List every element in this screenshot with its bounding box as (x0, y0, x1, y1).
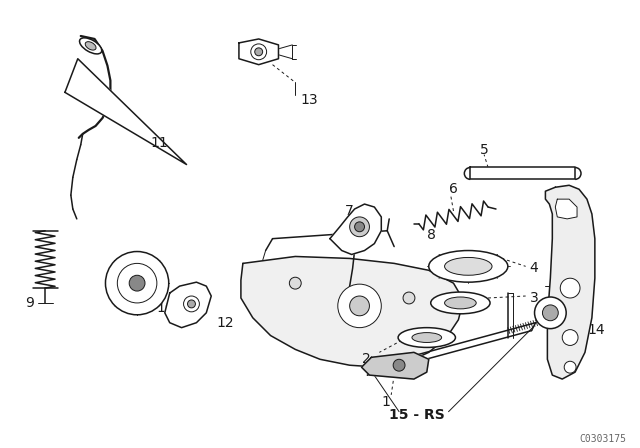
Text: 12: 12 (216, 316, 234, 330)
Ellipse shape (445, 258, 492, 275)
Circle shape (564, 361, 576, 373)
Ellipse shape (429, 250, 508, 282)
Circle shape (117, 263, 157, 303)
Polygon shape (164, 282, 211, 327)
Circle shape (255, 48, 262, 56)
Text: 1: 1 (381, 395, 390, 409)
Circle shape (349, 296, 369, 316)
Text: 6: 6 (449, 182, 458, 196)
Circle shape (534, 297, 566, 329)
Text: 5: 5 (480, 143, 489, 157)
Polygon shape (241, 256, 463, 367)
Circle shape (543, 305, 558, 321)
Circle shape (338, 284, 381, 327)
Ellipse shape (398, 327, 456, 347)
Polygon shape (239, 39, 278, 65)
Text: 9: 9 (26, 296, 35, 310)
Circle shape (349, 217, 369, 237)
Polygon shape (65, 59, 186, 164)
Circle shape (355, 222, 365, 232)
Text: 15 - RS: 15 - RS (389, 408, 445, 422)
Polygon shape (330, 204, 381, 254)
Ellipse shape (445, 297, 476, 309)
Circle shape (184, 296, 200, 312)
Circle shape (106, 251, 169, 315)
Text: 4: 4 (529, 261, 538, 276)
Polygon shape (556, 199, 577, 219)
Text: 14: 14 (587, 323, 605, 336)
Text: 10: 10 (157, 301, 175, 315)
Ellipse shape (79, 38, 102, 54)
Text: 3: 3 (529, 291, 538, 305)
Text: 11: 11 (150, 136, 168, 150)
Ellipse shape (431, 292, 490, 314)
Ellipse shape (85, 42, 96, 50)
Circle shape (562, 330, 578, 345)
Circle shape (289, 277, 301, 289)
Text: 2: 2 (362, 352, 371, 366)
Polygon shape (545, 185, 595, 379)
Text: 7: 7 (345, 204, 353, 218)
Polygon shape (362, 353, 429, 379)
Circle shape (251, 44, 267, 60)
Circle shape (129, 275, 145, 291)
Circle shape (403, 292, 415, 304)
Circle shape (560, 278, 580, 298)
Circle shape (188, 300, 195, 308)
Text: C0303175: C0303175 (579, 435, 627, 444)
Text: 13: 13 (300, 93, 318, 107)
Ellipse shape (412, 332, 442, 342)
Text: 8: 8 (427, 228, 436, 242)
Circle shape (393, 359, 405, 371)
Polygon shape (470, 168, 575, 179)
